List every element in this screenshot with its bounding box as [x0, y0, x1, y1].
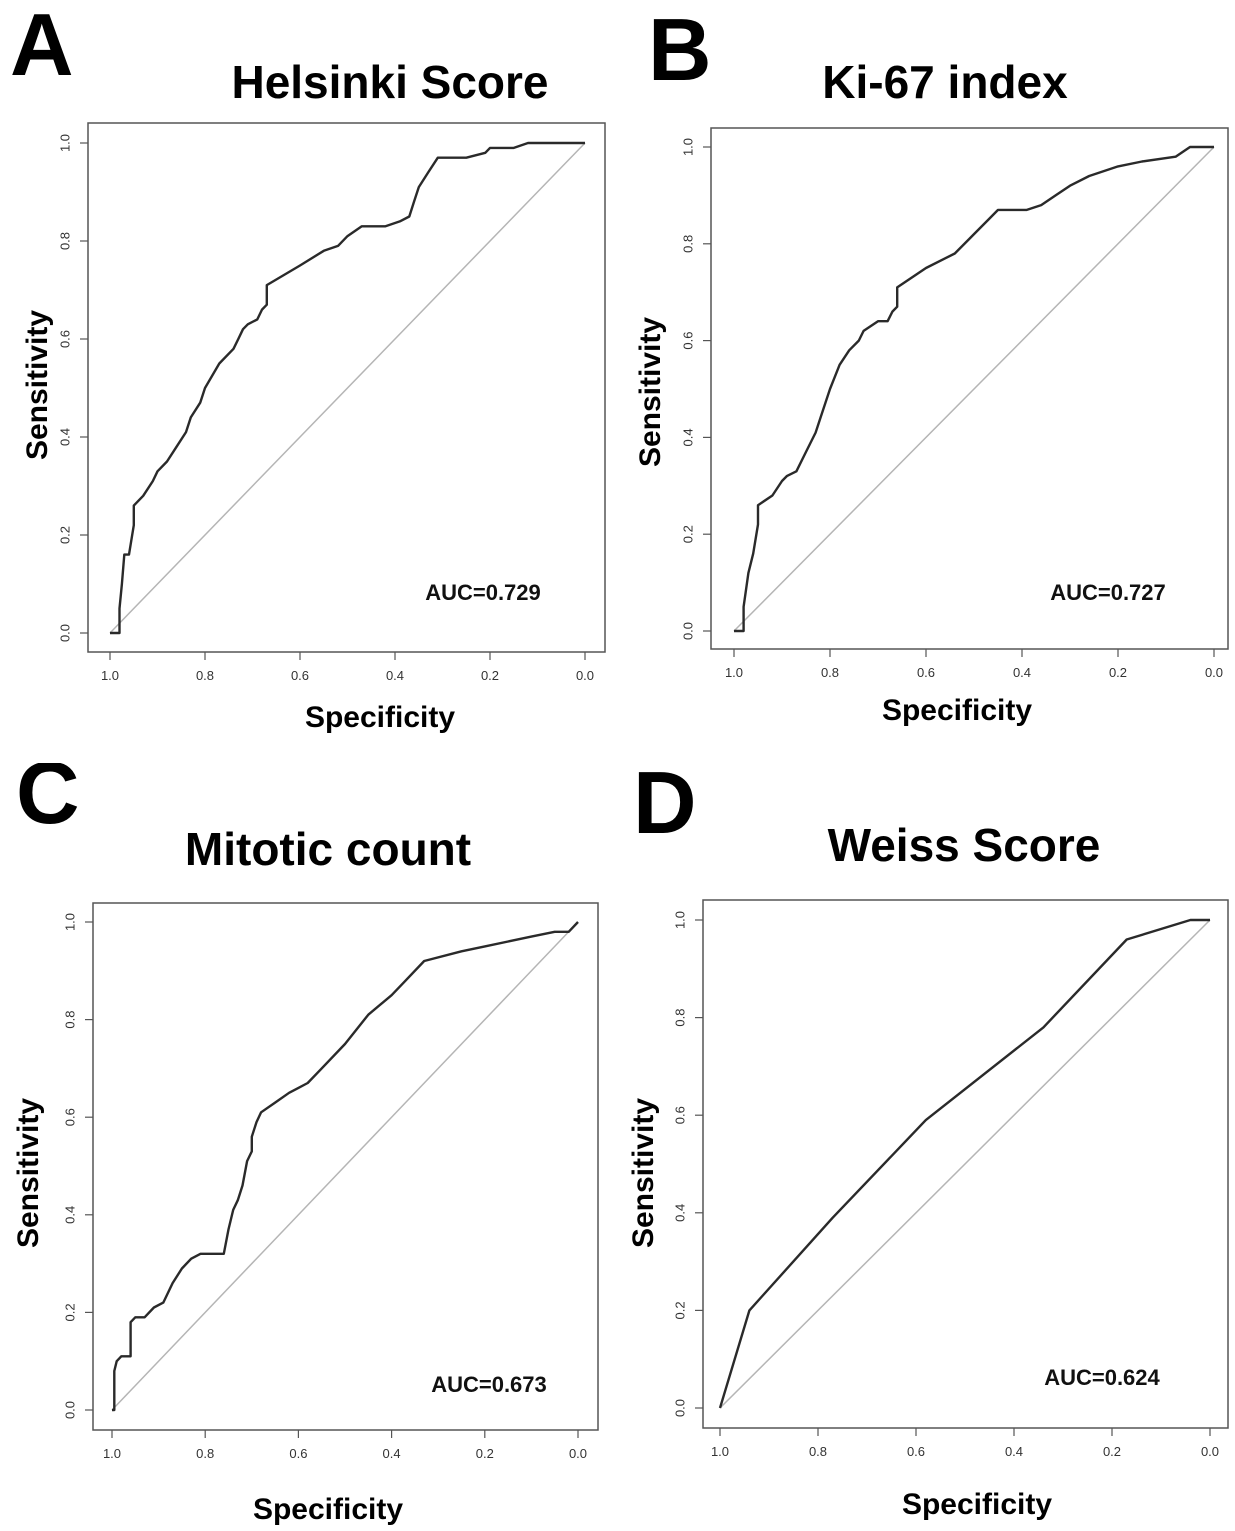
- x-tick-label: 0.2: [1103, 1444, 1121, 1459]
- y-tick-label: 0.0: [62, 1401, 77, 1419]
- roc-chart-b: B Ki-67 index 1.0 0.8 0.6 0.4 0.2 0.0 0.0 0.2 0.…: [634, 0, 1229, 727]
- roc-chart-d: D Weiss Score 1.0 0.8 0.6 0.4 0.2 0.0 0.0 0.2 0.…: [627, 753, 1229, 1521]
- x-axis-title: Specificity: [305, 701, 455, 734]
- auc-annotation: AUC=0.624: [1044, 1365, 1160, 1390]
- plot-frame: [702, 899, 1229, 1429]
- x-tick-label: 0.0: [1201, 1444, 1219, 1459]
- chart-title: Mitotic count: [185, 823, 471, 875]
- reference-diagonal: [111, 921, 579, 1411]
- y-tick-label: 0.4: [57, 428, 72, 446]
- reference-diagonal: [109, 142, 586, 634]
- y-tick-label: 0.8: [57, 232, 72, 250]
- x-tick-label: 1.0: [725, 665, 743, 680]
- chart-title: Helsinki Score: [231, 56, 548, 108]
- x-tick-label: 0.8: [821, 665, 839, 680]
- x-tick-label: 0.8: [809, 1444, 827, 1459]
- y-axis-title: Sensitivity: [634, 317, 667, 467]
- roc-curve: [112, 921, 579, 1412]
- x-axis-title: Specificity: [902, 1488, 1052, 1521]
- panel-label: C: [16, 763, 80, 842]
- y-axis-title: Sensitivity: [21, 310, 54, 460]
- plot-frame: [710, 127, 1229, 650]
- y-tick-label: 0.4: [62, 1206, 77, 1224]
- x-axis-title: Specificity: [253, 1493, 403, 1526]
- reference-diagonal: [719, 919, 1211, 1409]
- x-tick-label: 0.6: [289, 1446, 307, 1461]
- panel-c: C Mitotic count 1.0 0.8 0.6 0.4 0.2 0.0 0.0 0.2…: [0, 743, 617, 1526]
- y-axis-title: Sensitivity: [627, 1098, 660, 1248]
- x-tick-label: 0.2: [476, 1446, 494, 1461]
- y-tick-label: 0.6: [672, 1106, 687, 1124]
- y-tick-label: 1.0: [672, 911, 687, 929]
- x-tick-label: 1.0: [103, 1446, 121, 1461]
- y-tick-label: 1.0: [680, 138, 695, 156]
- y-tick-label: 0.8: [62, 1011, 77, 1029]
- panel-label: A: [10, 0, 74, 94]
- y-axis-title: Sensitivity: [12, 1098, 45, 1248]
- roc-curve: [718, 918, 1210, 1409]
- y-tick-label: 0.6: [62, 1108, 77, 1126]
- x-tick-label: 0.4: [1005, 1444, 1023, 1459]
- x-tick-label: 1.0: [711, 1444, 729, 1459]
- y-tick-label: 1.0: [57, 134, 72, 152]
- roc-curve: [110, 141, 585, 635]
- panel-d: D Weiss Score 1.0 0.8 0.6 0.4 0.2 0.0 0.0 0.2 0.…: [617, 753, 1235, 1526]
- x-tick-label: 0.0: [576, 668, 594, 683]
- x-tick-label: 0.8: [196, 668, 214, 683]
- panel-label: D: [633, 763, 697, 852]
- y-tick-label: 0.6: [57, 330, 72, 348]
- chart-title: Ki-67 index: [822, 56, 1068, 108]
- x-tick-label: 0.6: [291, 668, 309, 683]
- x-tick-label: 0.6: [907, 1444, 925, 1459]
- y-tick-label: 1.0: [62, 913, 77, 931]
- y-tick-label: 0.6: [680, 332, 695, 350]
- auc-annotation: AUC=0.729: [425, 580, 541, 605]
- roc-chart-a: A Helsinki Score 1.0 0.8 0.6 0.4 0.2 0.0 0.0 0.…: [10, 0, 606, 734]
- x-tick-label: 0.4: [383, 1446, 401, 1461]
- y-tick-label: 0.4: [680, 428, 695, 446]
- y-tick-label: 0.2: [57, 526, 72, 544]
- y-tick-label: 0.0: [672, 1399, 687, 1417]
- panel-a: A Helsinki Score 1.0 0.8 0.6 0.4 0.2 0.0 0.0 0.…: [0, 0, 617, 745]
- y-tick-label: 0.4: [672, 1204, 687, 1222]
- x-tick-label: 0.0: [569, 1446, 587, 1461]
- panel-label: B: [648, 0, 712, 99]
- y-tick-label: 0.2: [680, 525, 695, 543]
- y-tick-label: 0.8: [672, 1009, 687, 1027]
- roc-curve: [734, 145, 1214, 633]
- plot-frame: [87, 122, 606, 653]
- reference-diagonal: [733, 146, 1215, 632]
- chart-title: Weiss Score: [828, 819, 1101, 871]
- x-tick-label: 1.0: [101, 668, 119, 683]
- roc-chart-c: C Mitotic count 1.0 0.8 0.6 0.4 0.2 0.0 0.0 0.2…: [12, 743, 599, 1526]
- y-tick-label: 0.2: [62, 1303, 77, 1321]
- x-tick-label: 0.2: [481, 668, 499, 683]
- x-tick-label: 0.4: [1013, 665, 1031, 680]
- x-tick-label: 0.6: [917, 665, 935, 680]
- auc-annotation: AUC=0.727: [1050, 580, 1166, 605]
- y-tick-label: 0.0: [680, 622, 695, 640]
- x-tick-label: 0.0: [1205, 665, 1223, 680]
- y-tick-label: 0.8: [680, 235, 695, 253]
- panel-b: B Ki-67 index 1.0 0.8 0.6 0.4 0.2 0.0 0.0 0.2 0.…: [617, 0, 1235, 745]
- x-tick-label: 0.2: [1109, 665, 1127, 680]
- x-tick-label: 0.4: [386, 668, 404, 683]
- x-tick-label: 0.8: [196, 1446, 214, 1461]
- auc-annotation: AUC=0.673: [431, 1372, 547, 1397]
- x-axis-title: Specificity: [882, 694, 1032, 727]
- y-tick-label: 0.2: [672, 1301, 687, 1319]
- y-tick-label: 0.0: [57, 624, 72, 642]
- plot-frame: [92, 902, 599, 1431]
